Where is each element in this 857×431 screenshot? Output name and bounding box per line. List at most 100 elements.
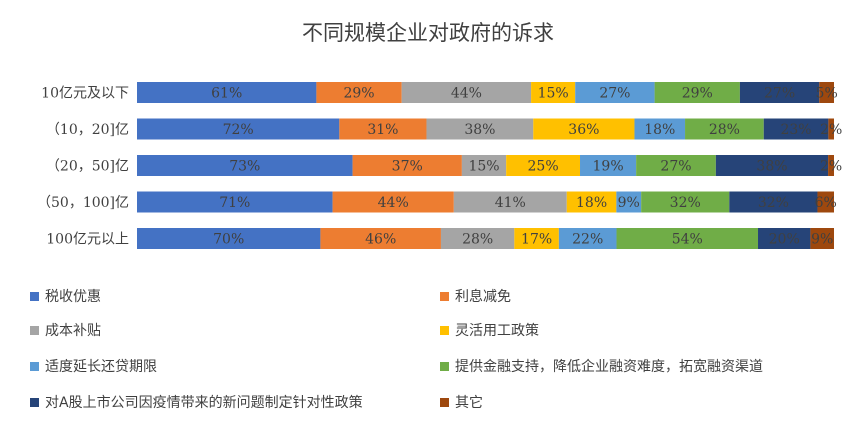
legend-item: 灵活用工政策 bbox=[440, 320, 539, 340]
bar-segment bbox=[401, 82, 532, 103]
data-label: 71% bbox=[219, 195, 250, 211]
data-label: 6% bbox=[815, 195, 837, 211]
legend-item: 税收优惠 bbox=[30, 286, 101, 306]
bar-segment bbox=[685, 118, 764, 140]
data-label: 72% bbox=[223, 122, 254, 138]
category-label: （50，100]亿 bbox=[37, 195, 129, 211]
data-label: 2% bbox=[820, 122, 842, 138]
legend-label: 提供金融支持，降低企业融资难度，拓宽融资渠道 bbox=[455, 359, 763, 375]
bar-segment bbox=[558, 228, 617, 249]
data-label: 22% bbox=[572, 232, 603, 248]
legend-item: 对A股上市公司因疫情带来的新问题制定针对性政策 bbox=[30, 392, 363, 412]
legend-swatch bbox=[30, 397, 39, 407]
data-label: 5% bbox=[816, 86, 838, 102]
data-label: 32% bbox=[670, 195, 701, 211]
data-label: 37% bbox=[392, 159, 423, 175]
data-label: 23% bbox=[780, 122, 811, 138]
bar-segment bbox=[531, 82, 576, 103]
data-label: 32% bbox=[758, 195, 789, 211]
bar-segment bbox=[828, 118, 834, 140]
bar-segment bbox=[641, 191, 730, 213]
bar-segment bbox=[575, 82, 655, 103]
data-label: 17% bbox=[521, 232, 552, 248]
bar-segment bbox=[352, 155, 462, 176]
stacked-bar-chart: 不同规模企业对政府的诉求 10亿元及以下 （10，20]亿 （20，50]亿 （50，… bbox=[37, 21, 842, 249]
legend-item: 其它 bbox=[440, 392, 483, 412]
data-label: 27% bbox=[764, 86, 795, 102]
category-label: （10，20]亿 bbox=[46, 122, 129, 138]
data-label: 61% bbox=[211, 86, 242, 102]
data-label: 41% bbox=[495, 195, 526, 211]
data-label: 25% bbox=[528, 159, 559, 175]
bar-segment bbox=[580, 155, 637, 176]
bar-segment bbox=[426, 118, 534, 140]
data-label: 9% bbox=[811, 232, 833, 248]
bar-segment bbox=[316, 82, 402, 103]
legend-label: 适度延长还贷期限 bbox=[45, 359, 157, 375]
bar-segment bbox=[819, 82, 834, 103]
legend-label: 利息减免 bbox=[455, 289, 511, 305]
data-label: 73% bbox=[229, 159, 260, 175]
data-label: 38% bbox=[756, 159, 787, 175]
legend-label: 灵活用工政策 bbox=[455, 323, 539, 339]
data-label: 27% bbox=[599, 86, 630, 102]
bar-segment bbox=[616, 191, 642, 213]
bar-segment bbox=[763, 118, 829, 140]
bar-segment bbox=[654, 82, 740, 103]
legend: 税收优惠 利息减免成本补贴 灵活用工政策适度延长还贷期限 提供金融支持，降低企业融资难… bbox=[0, 278, 857, 428]
bars: 61% 29% 44% 15% 27% 29% 27% 5% 72% 31% 38% 36% 18% 28… bbox=[137, 82, 842, 249]
data-label: 31% bbox=[367, 122, 398, 138]
data-label: 70% bbox=[213, 232, 244, 248]
data-label: 20% bbox=[769, 232, 800, 248]
bar-segment bbox=[533, 118, 635, 140]
legend-item: 成本补贴 bbox=[30, 320, 101, 340]
bar-segment bbox=[566, 191, 617, 213]
legend-swatch bbox=[440, 291, 449, 301]
legend-swatch bbox=[30, 361, 39, 371]
data-label: 18% bbox=[576, 195, 607, 211]
bar-segment bbox=[634, 118, 686, 140]
data-label: 36% bbox=[568, 122, 599, 138]
legend-swatch bbox=[440, 397, 449, 407]
chart-title: 不同规模企业对政府的诉求 bbox=[302, 21, 554, 45]
bar-segment bbox=[828, 155, 834, 176]
data-label: 9% bbox=[618, 195, 640, 211]
bar-segment bbox=[506, 155, 580, 176]
data-label: 15% bbox=[468, 159, 499, 175]
legend-swatch bbox=[30, 291, 39, 301]
legend-label: 对A股上市公司因疫情带来的新问题制定针对性政策 bbox=[45, 395, 363, 411]
bar-segment bbox=[137, 82, 317, 103]
data-label: 15% bbox=[538, 86, 569, 102]
category-labels: 10亿元及以下 （10，20]亿 （20，50]亿 （50，100]亿 100亿元以上 bbox=[37, 86, 129, 248]
legend-item: 提供金融支持，降低企业融资难度，拓宽融资渠道 bbox=[440, 356, 763, 376]
bar-segment bbox=[440, 228, 515, 249]
legend-item: 适度延长还贷期限 bbox=[30, 356, 157, 376]
bar-segment bbox=[137, 191, 333, 213]
data-label: 28% bbox=[709, 122, 740, 138]
bar-segment bbox=[715, 155, 829, 176]
data-label: 38% bbox=[464, 122, 495, 138]
data-label: 44% bbox=[451, 86, 482, 102]
bar-segment bbox=[729, 191, 818, 213]
bar-segment bbox=[810, 228, 834, 249]
legend-label: 其它 bbox=[455, 395, 483, 411]
category-label: 10亿元及以下 bbox=[41, 86, 129, 102]
data-label: 54% bbox=[672, 232, 703, 248]
bar-segment bbox=[739, 82, 820, 103]
bar-segment bbox=[137, 155, 353, 176]
category-label: 100亿元以上 bbox=[46, 232, 129, 248]
legend-item: 利息减免 bbox=[440, 286, 511, 306]
bar-segment bbox=[514, 228, 559, 249]
data-label: 29% bbox=[343, 86, 374, 102]
category-label: （20，50]亿 bbox=[46, 159, 129, 175]
bar-segment bbox=[758, 228, 811, 249]
bar-segment bbox=[137, 228, 321, 249]
bar-segment bbox=[636, 155, 716, 176]
data-label: 18% bbox=[644, 122, 675, 138]
bar-segment bbox=[616, 228, 759, 249]
data-label: 28% bbox=[462, 232, 493, 248]
legend-swatch bbox=[440, 361, 449, 371]
data-label: 46% bbox=[365, 232, 396, 248]
legend-label: 成本补贴 bbox=[45, 323, 101, 339]
